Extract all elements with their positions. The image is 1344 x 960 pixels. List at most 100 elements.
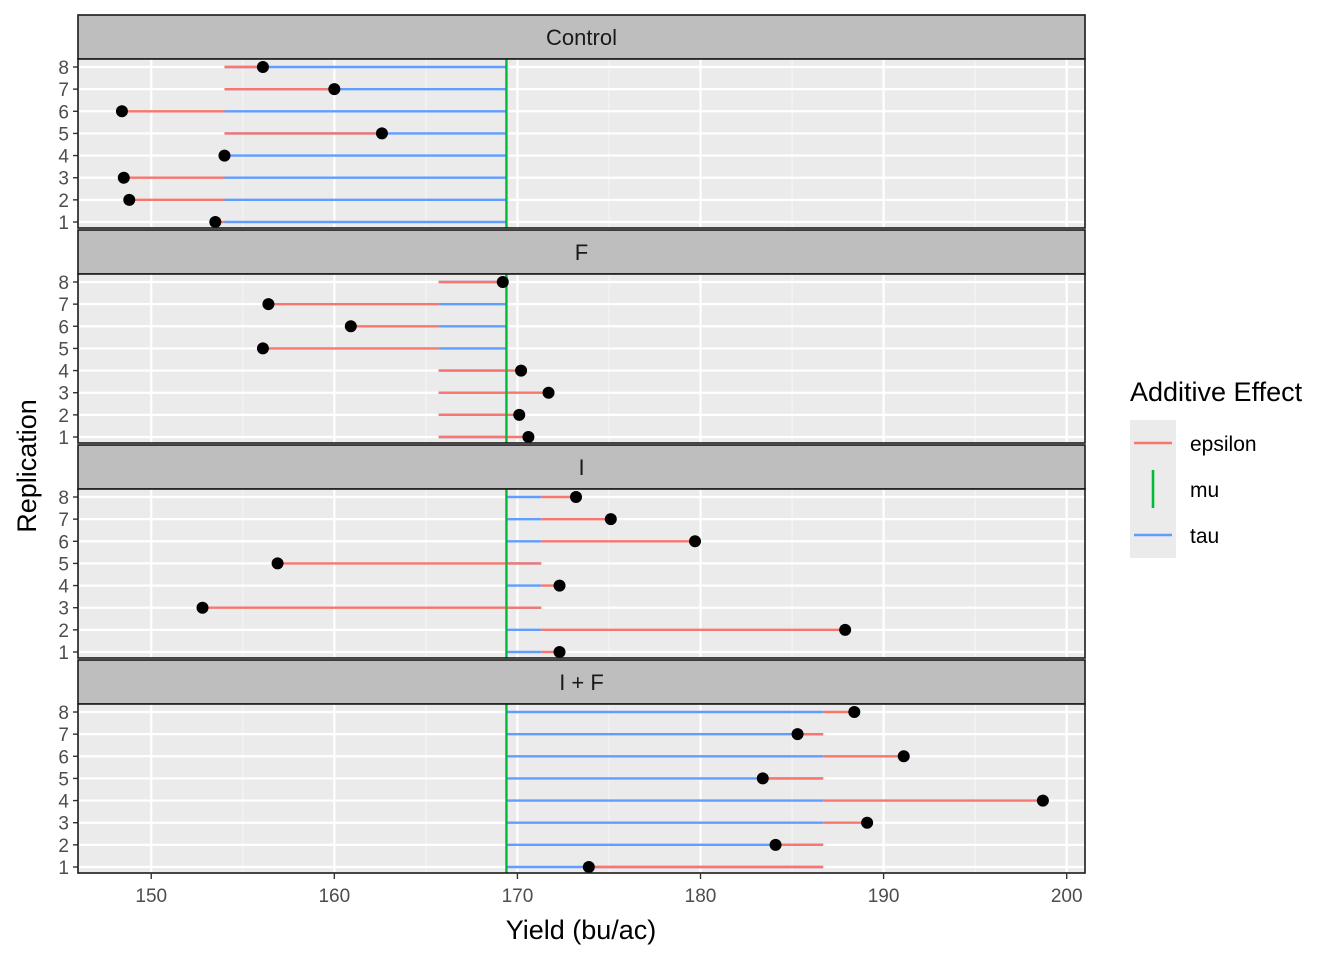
y-tick-label: 4: [58, 147, 69, 168]
data-point: [256, 61, 269, 73]
panel-background: [78, 274, 1085, 443]
data-point: [542, 386, 555, 399]
y-tick-label: 7: [58, 295, 69, 316]
y-tick-label: 6: [58, 317, 69, 338]
data-point: [375, 127, 388, 140]
x-tick-label: 200: [1051, 886, 1083, 907]
data-point: [570, 491, 583, 503]
panel-background: [78, 704, 1085, 873]
y-tick-label: 5: [58, 124, 69, 145]
data-point: [522, 431, 535, 443]
facet-strip: [77, 14, 1086, 60]
legend-title: Additive Effect: [1130, 377, 1303, 407]
panel-background: [78, 59, 1085, 228]
y-tick-label: 3: [58, 599, 69, 620]
y-tick-label: 7: [58, 725, 69, 746]
y-tick-label: 5: [58, 339, 69, 360]
facet-strip: [77, 229, 1086, 275]
facet-strip-label: I: [578, 455, 584, 480]
data-point: [344, 320, 357, 333]
data-point: [553, 646, 566, 658]
facet-strip-label: F: [575, 240, 588, 265]
y-tick-label: 7: [58, 510, 69, 531]
data-point: [861, 816, 874, 829]
data-point: [604, 513, 617, 526]
data-point: [328, 83, 341, 96]
data-point: [256, 342, 269, 355]
data-point: [1036, 794, 1049, 807]
data-point: [848, 706, 861, 718]
y-tick-label: 8: [58, 703, 69, 724]
y-tick-label: 6: [58, 532, 69, 553]
data-point: [582, 861, 595, 873]
y-tick-label: 8: [58, 488, 69, 509]
x-tick-label: 160: [318, 886, 350, 907]
panel-background: [78, 489, 1085, 658]
legend: Additive Effect epsilon mu tau: [1130, 377, 1303, 558]
facet-strip-label: Control: [546, 25, 617, 50]
data-point: [897, 750, 910, 763]
panel-border: [77, 703, 1086, 874]
data-point: [218, 149, 231, 162]
y-tick-label: 4: [58, 792, 69, 813]
x-tick-label: 180: [685, 886, 717, 907]
panel-border: [77, 58, 1086, 229]
y-tick-label: 1: [58, 213, 69, 234]
data-point: [196, 601, 209, 614]
y-tick-label: 2: [58, 836, 69, 857]
legend-label-mu: mu: [1190, 479, 1219, 502]
facet-strip-label: I + F: [559, 670, 604, 695]
data-point: [839, 623, 852, 636]
data-point: [769, 838, 782, 851]
x-tick-label: 150: [135, 886, 167, 907]
data-point: [689, 535, 702, 548]
data-point: [496, 276, 509, 288]
y-tick-label: 7: [58, 80, 69, 101]
legend-label-tau: tau: [1190, 525, 1219, 548]
data-point: [271, 557, 284, 570]
data-point: [262, 298, 275, 311]
data-point: [515, 364, 528, 377]
x-axis-title: Yield (bu/ac): [506, 915, 657, 945]
x-tick-label: 170: [502, 886, 534, 907]
y-tick-label: 3: [58, 384, 69, 405]
legend-label-epsilon: epsilon: [1190, 433, 1257, 456]
x-axis: 150 160 170 180 190 200: [135, 873, 1083, 907]
x-tick-label: 190: [868, 886, 900, 907]
data-point: [791, 728, 804, 741]
data-point: [117, 171, 130, 184]
y-tick-label: 3: [58, 169, 69, 190]
data-point: [756, 772, 769, 785]
y-tick-label: 8: [58, 273, 69, 294]
y-tick-label: 2: [58, 191, 69, 212]
data-point: [513, 408, 526, 421]
y-tick-label: 5: [58, 554, 69, 575]
panel-border: [77, 273, 1086, 444]
y-tick-label: 6: [58, 102, 69, 123]
data-point: [209, 216, 222, 228]
y-tick-label: 1: [58, 428, 69, 449]
y-tick-label: 6: [58, 747, 69, 768]
y-tick-label: 8: [58, 58, 69, 79]
y-axis-title: Replication: [12, 399, 42, 533]
y-tick-label: 2: [58, 621, 69, 642]
data-point: [115, 105, 128, 118]
y-tick-label: 4: [58, 577, 69, 598]
y-tick-label: 1: [58, 643, 69, 664]
y-tick-label: 5: [58, 769, 69, 790]
data-point: [123, 193, 136, 206]
facet-strip: [77, 659, 1086, 705]
data-point: [553, 579, 566, 592]
y-tick-label: 3: [58, 814, 69, 835]
facet-strip: [77, 444, 1086, 490]
panel-border: [77, 488, 1086, 659]
y-tick-label: 1: [58, 858, 69, 879]
y-tick-label: 2: [58, 406, 69, 427]
y-tick-label: 4: [58, 362, 69, 383]
